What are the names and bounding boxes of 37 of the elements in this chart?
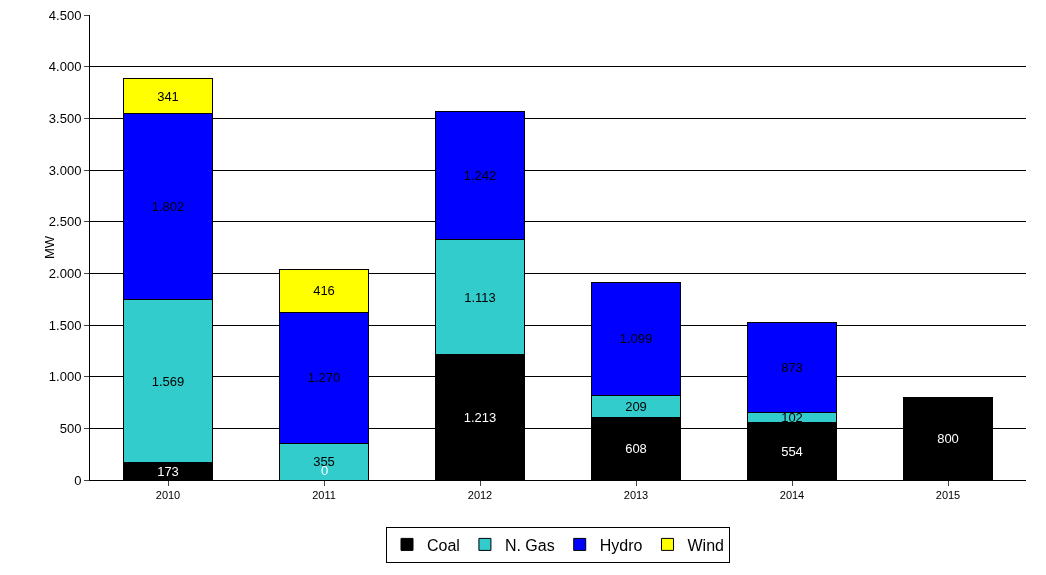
data-label: 1.213: [463, 409, 497, 425]
x-tick-label: 2014: [779, 489, 805, 502]
data-label: 1.242: [463, 167, 497, 183]
data-label: 416: [313, 283, 335, 299]
data-label: 873: [781, 359, 803, 375]
y-tick-label: 2.000: [48, 265, 82, 281]
y-tick-label: 4.000: [48, 59, 82, 75]
legend-label: Hydro: [599, 536, 643, 554]
data-label: 800: [937, 431, 959, 447]
y-tick-label: 1.500: [48, 317, 82, 333]
data-label: 102: [781, 409, 803, 425]
data-label: 1.113: [464, 289, 496, 305]
data-label: 173: [157, 463, 179, 479]
y-tick-label: 500: [59, 420, 82, 436]
y-tick-label: 1.000: [48, 369, 82, 385]
data-label: 1.569: [151, 373, 185, 389]
x-tick-label: 2010: [155, 489, 181, 502]
legend-label: Wind: [687, 536, 724, 554]
x-tick-label: 2011: [312, 489, 336, 502]
y-tick-label: 3.500: [48, 110, 82, 126]
data-label: 341: [157, 88, 179, 104]
legend-label: N. Gas: [504, 536, 555, 554]
y-tick-label: 4.500: [48, 7, 82, 23]
y-axis-title: MW: [42, 235, 57, 260]
data-label: 608: [625, 441, 647, 457]
x-tick-label: 2013: [623, 489, 649, 502]
data-label: 554: [781, 443, 803, 459]
x-tick-label: 2015: [935, 489, 961, 502]
x-tick-label: 2012: [467, 489, 493, 502]
data-label: 1.802: [151, 199, 185, 215]
data-label: 1.099: [619, 331, 653, 347]
y-tick-label: 0: [74, 472, 82, 488]
y-tick-label: 2.500: [48, 214, 82, 230]
data-label: 209: [625, 398, 647, 414]
y-tick-label: 3.000: [48, 162, 82, 178]
legend-label: Coal: [427, 536, 460, 554]
data-label: 1.270: [307, 370, 341, 386]
